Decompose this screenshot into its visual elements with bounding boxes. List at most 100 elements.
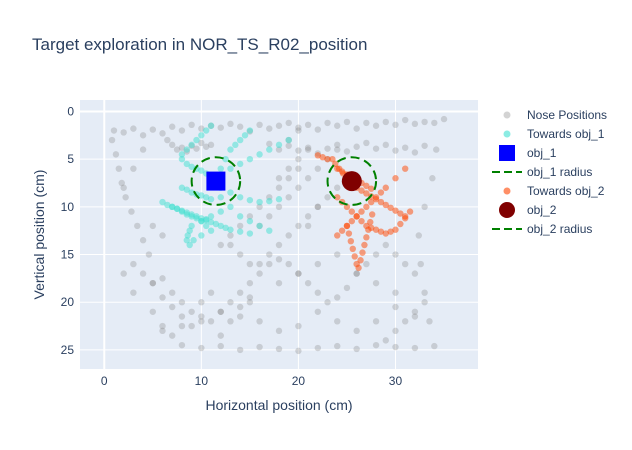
nose-positions-point	[256, 203, 263, 211]
towards-obj-2-point	[401, 165, 409, 172]
towards-obj-1-point	[207, 122, 215, 129]
nose-positions-point	[188, 308, 195, 315]
legend-item-towards-obj-1[interactable]: Towards obj_1	[503, 127, 605, 141]
towards-obj-2-point	[367, 218, 374, 226]
towards-obj-1-point	[227, 146, 234, 153]
nose-positions-point	[139, 237, 147, 244]
x-axis-title: Horizontal position (cm)	[205, 397, 352, 413]
legend-marker	[499, 202, 515, 218]
nose-positions-point	[304, 146, 312, 153]
nose-positions-point	[431, 119, 438, 127]
towards-obj-2-point	[338, 227, 346, 234]
towards-obj-1-point	[246, 217, 254, 225]
nose-positions-point	[202, 143, 210, 150]
nose-positions-point	[295, 165, 302, 172]
nose-positions-point	[266, 251, 273, 258]
towards-obj-1-point	[246, 155, 254, 163]
towards-obj-2-point	[361, 241, 368, 249]
nose-positions-point	[353, 345, 360, 353]
legend[interactable]: Nose Positions Towards obj_1 obj_1 obj_1 ra…	[492, 108, 607, 236]
nose-positions-point	[401, 144, 409, 151]
nose-positions-point	[334, 146, 341, 153]
nose-positions-point	[169, 303, 176, 311]
towards-obj-2-point	[382, 201, 389, 209]
legend-label: obj_1 radius	[527, 165, 592, 179]
towards-obj-2-point	[345, 230, 353, 237]
nose-positions-point	[353, 270, 360, 277]
nose-positions-point	[285, 165, 292, 172]
obj-1-radius-ring	[190, 156, 242, 206]
nose-positions-point	[266, 213, 273, 220]
towards-obj-1-point	[193, 213, 200, 220]
nose-positions-point	[246, 260, 254, 268]
nose-positions-point	[334, 141, 341, 149]
nose-positions-point	[169, 123, 176, 130]
nose-positions-point	[149, 308, 157, 315]
nose-positions-point	[334, 251, 341, 258]
nose-positions-point	[118, 179, 125, 187]
nose-positions-point	[314, 289, 322, 296]
nose-positions-point	[188, 121, 195, 129]
nose-positions-point	[295, 347, 302, 355]
nose-positions-point	[236, 346, 244, 354]
nose-positions-point	[198, 299, 205, 306]
towards-obj-1-point	[188, 211, 195, 218]
towards-obj-1-point	[256, 151, 263, 158]
legend-label: Towards obj_2	[527, 184, 605, 198]
towards-obj-2-point	[392, 226, 399, 233]
nose-positions-point	[198, 344, 205, 352]
towards-obj-1-point	[217, 165, 224, 172]
nose-positions-point	[295, 127, 302, 134]
nose-positions-point	[314, 203, 322, 211]
legend-item-obj-2-radius[interactable]: obj_2 radius	[492, 222, 592, 236]
nose-positions-point	[353, 125, 360, 132]
towards-obj-1-point	[173, 205, 181, 212]
towards-obj-1-point	[256, 198, 263, 206]
nose-positions-point	[236, 289, 244, 296]
nose-positions-point	[217, 124, 224, 131]
tick-labels: 0 10 20 30 0 5 10 15 20 25	[61, 104, 403, 388]
nose-positions-point	[411, 313, 419, 320]
nose-positions-point	[256, 270, 263, 277]
nose-positions-point	[266, 260, 273, 268]
legend-item-obj-2[interactable]: obj_2	[499, 202, 557, 218]
nose-positions-point	[314, 126, 322, 133]
nose-positions-point	[120, 184, 127, 191]
legend-item-nose-positions[interactable]: Nose Positions	[503, 108, 608, 122]
nose-positions-point	[173, 146, 181, 153]
nose-positions-point	[421, 118, 428, 126]
legend-item-obj-1[interactable]: obj_1	[499, 145, 557, 161]
towards-obj-1-point	[188, 141, 195, 149]
legend-item-obj-1-radius[interactable]: obj_1 radius	[492, 165, 592, 179]
nose-positions-point	[169, 332, 176, 339]
nose-positions-point	[164, 136, 171, 144]
y-tick-label: 5	[67, 152, 74, 166]
y-tick-label: 15	[61, 248, 75, 262]
towards-obj-1-point	[178, 151, 186, 158]
towards-obj-1-point	[227, 165, 234, 172]
y-tick-label: 10	[61, 200, 75, 214]
nose-positions-point	[411, 120, 419, 128]
towards-obj-1-point	[183, 146, 190, 153]
nose-positions-point	[285, 142, 292, 149]
towards-obj-1-point	[207, 227, 215, 234]
legend-label: obj_2 radius	[527, 222, 592, 236]
towards-obj-1-point	[190, 237, 197, 244]
nose-positions-point	[159, 275, 166, 282]
nose-positions-point	[285, 232, 292, 239]
nose-positions-point	[401, 116, 409, 124]
nose-positions-point	[178, 299, 186, 306]
towards-obj-1-point	[266, 227, 273, 234]
nose-positions-point	[295, 222, 302, 230]
towards-obj-1-point	[178, 184, 186, 191]
nose-positions-point	[178, 341, 186, 349]
nose-positions-point	[421, 142, 428, 149]
nose-positions-point	[324, 299, 331, 306]
legend-item-towards-obj-2[interactable]: Towards obj_2	[503, 184, 605, 198]
towards-obj-2-point	[349, 245, 356, 253]
towards-obj-1-point	[256, 222, 263, 230]
object-markers	[190, 156, 378, 206]
nose-positions-point	[275, 279, 283, 287]
nose-positions-point	[314, 260, 322, 268]
